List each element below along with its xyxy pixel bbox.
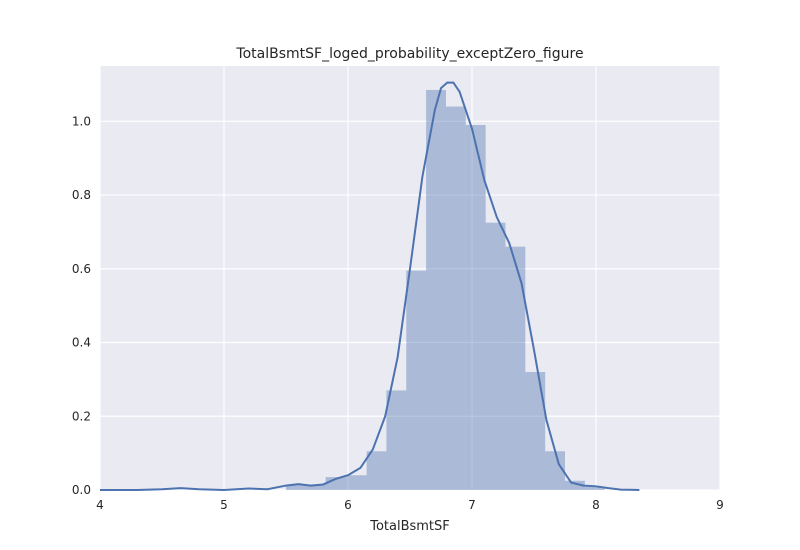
x-tick-label: 5 (220, 498, 228, 512)
histogram-bar (545, 451, 565, 490)
y-tick-label: 0.4 (72, 336, 91, 350)
y-tick-label: 1.0 (72, 114, 91, 128)
histogram-bars (286, 89, 605, 491)
histogram-bar (584, 487, 605, 490)
histogram-bar (525, 372, 546, 490)
histogram-bar (286, 484, 305, 490)
histogram-bar (304, 484, 326, 490)
x-tick-label: 6 (344, 498, 352, 512)
x-tick-labels: 4 5 6 7 8 9 (96, 498, 724, 512)
histogram-bar (465, 124, 486, 490)
y-tick-labels: 0.0 0.2 0.4 0.6 0.8 1.0 (72, 114, 91, 497)
histogram-bar (485, 222, 506, 490)
histogram-bar (505, 246, 526, 490)
x-axis-label: TotalBsmtSF (369, 519, 450, 534)
histogram-bar (366, 451, 387, 490)
y-tick-label: 0.6 (72, 262, 91, 276)
x-tick-label: 8 (592, 498, 600, 512)
histogram-bar (426, 89, 446, 491)
x-tick-label: 7 (468, 498, 476, 512)
y-tick-label: 0.0 (72, 483, 91, 497)
histogram-bar (565, 480, 585, 490)
x-tick-label: 9 (716, 498, 724, 512)
plot-background (100, 66, 720, 490)
kde-line (100, 81, 640, 492)
y-tick-label: 0.8 (72, 188, 91, 202)
chart-title: TotalBsmtSF_loged_probability_exceptZero… (235, 46, 583, 62)
histogram-bar (445, 106, 466, 490)
histogram-bar (406, 270, 427, 490)
histogram-bar (346, 475, 367, 490)
y-tick-label: 0.2 (72, 409, 91, 423)
histogram-bar (386, 390, 407, 490)
x-tick-label: 4 (96, 498, 104, 512)
